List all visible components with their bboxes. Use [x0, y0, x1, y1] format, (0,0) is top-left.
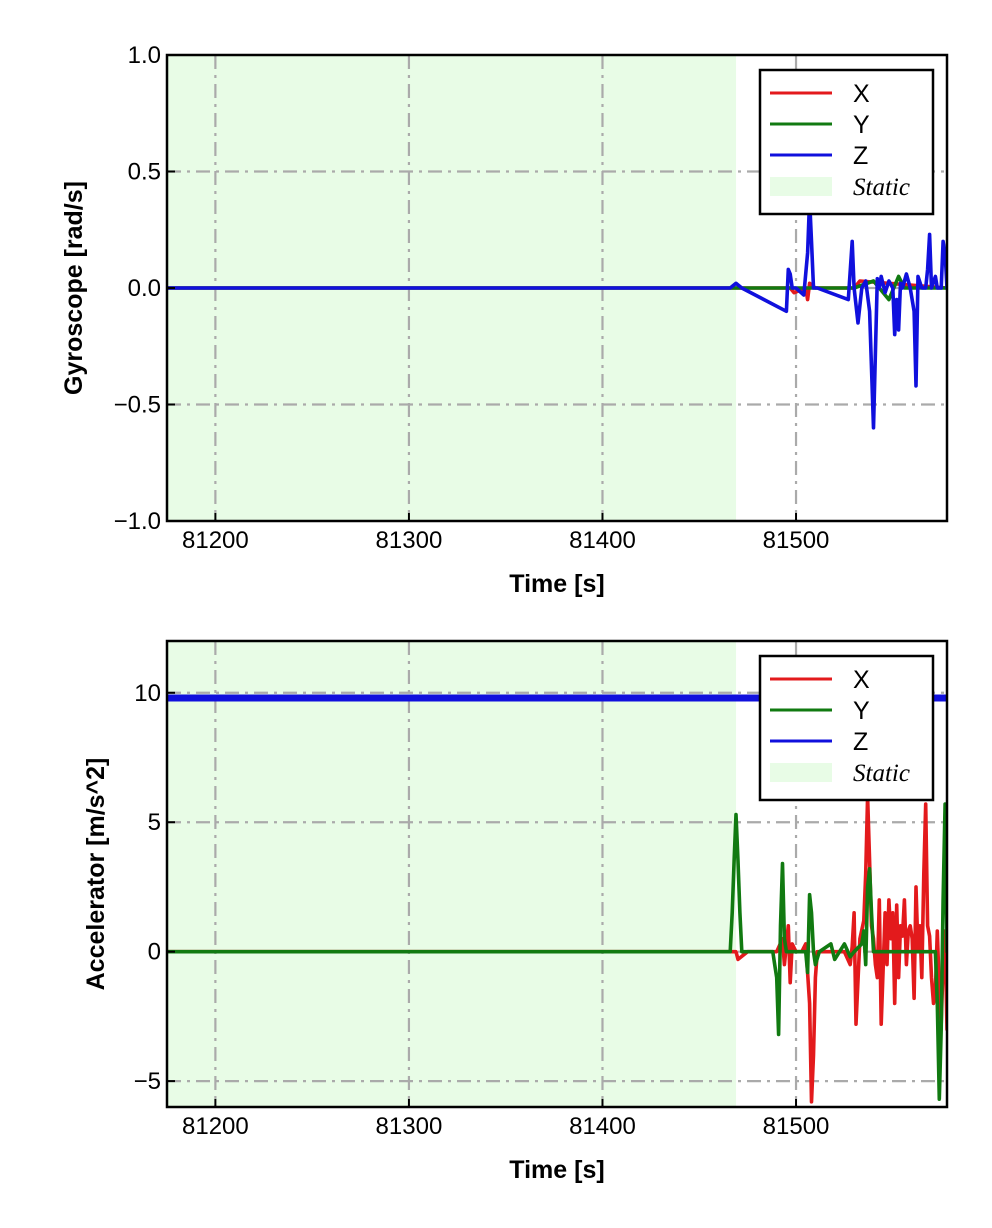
gyroscope-ticks: 81200 81300 81400 81500 1.0 0.5 0.0 −0.5 −1.0	[114, 42, 830, 554]
gyroscope-legend-x-label: X	[853, 80, 870, 108]
accelerator-y-axis-label: Accelerator [m/s^2]	[82, 758, 110, 991]
accelerator-plot-frame	[165, 639, 949, 1109]
accelerator-legend-x-label: X	[853, 666, 870, 694]
accelerator-ticks: 81200 81300 81400 81500 10 5 0 −5	[134, 680, 830, 1140]
gyroscope-panel: 81200 81300 81400 81500 1.0 0.5 0.0 −0.5 −1.0 Ti…	[60, 42, 949, 598]
gyroscope-x-axis-label: Time [s]	[509, 570, 604, 598]
gyroscope-legend: X Y Z Static	[758, 68, 935, 216]
gyroscope-x-tick-label: 81500	[763, 527, 830, 554]
accelerator-x-tick-label: 81300	[376, 1113, 443, 1140]
accelerator-legend: X Y Z Static	[758, 654, 935, 802]
accelerator-y-tick-label: 0	[148, 939, 161, 966]
accelerator-legend-static-swatch	[770, 763, 832, 782]
gyroscope-series-z-line	[167, 197, 947, 430]
accelerator-series-y-line	[167, 802, 947, 1101]
gyroscope-y-tick-label: −1.0	[114, 508, 161, 535]
accelerator-legend-static-label: Static	[853, 760, 910, 787]
gyroscope-y-tick-label: 1.0	[128, 42, 161, 69]
accelerator-legend-z-label: Z	[853, 728, 868, 756]
accelerator-y-tick-label: 5	[148, 809, 161, 836]
accelerator-y-tick-label: −5	[134, 1068, 161, 1095]
accelerator-x-tick-label: 81400	[569, 1113, 636, 1140]
accelerator-series-x-line	[167, 794, 947, 1104]
accelerator-x-tick-label: 81500	[763, 1113, 830, 1140]
gyroscope-legend-static-swatch	[770, 177, 832, 196]
gyroscope-legend-z-label: Z	[853, 142, 868, 170]
accelerator-x-tick-label: 81200	[182, 1113, 249, 1140]
gyroscope-x-tick-label: 81200	[182, 527, 249, 554]
gyroscope-legend-y-label: Y	[853, 111, 870, 139]
gyroscope-y-tick-label: 0.5	[128, 159, 161, 186]
accelerator-legend-y-label: Y	[853, 697, 870, 725]
gyroscope-y-tick-label: −0.5	[114, 392, 161, 419]
gyroscope-legend-static-label: Static	[853, 174, 910, 201]
gyroscope-x-tick-label: 81400	[569, 527, 636, 554]
gyroscope-x-tick-label: 81300	[376, 527, 443, 554]
accelerator-panel: 81200 81300 81400 81500 10 5 0 −5 Time [s] Acce…	[82, 639, 949, 1184]
accelerator-y-tick-label: 10	[134, 680, 161, 707]
gyroscope-y-tick-label: 0.0	[128, 275, 161, 302]
accelerator-x-axis-label: Time [s]	[509, 1156, 604, 1184]
gyroscope-series	[167, 197, 947, 430]
accelerator-static-region	[167, 641, 737, 1107]
gyroscope-y-axis-label: Gyroscope [rad/s]	[60, 181, 88, 395]
